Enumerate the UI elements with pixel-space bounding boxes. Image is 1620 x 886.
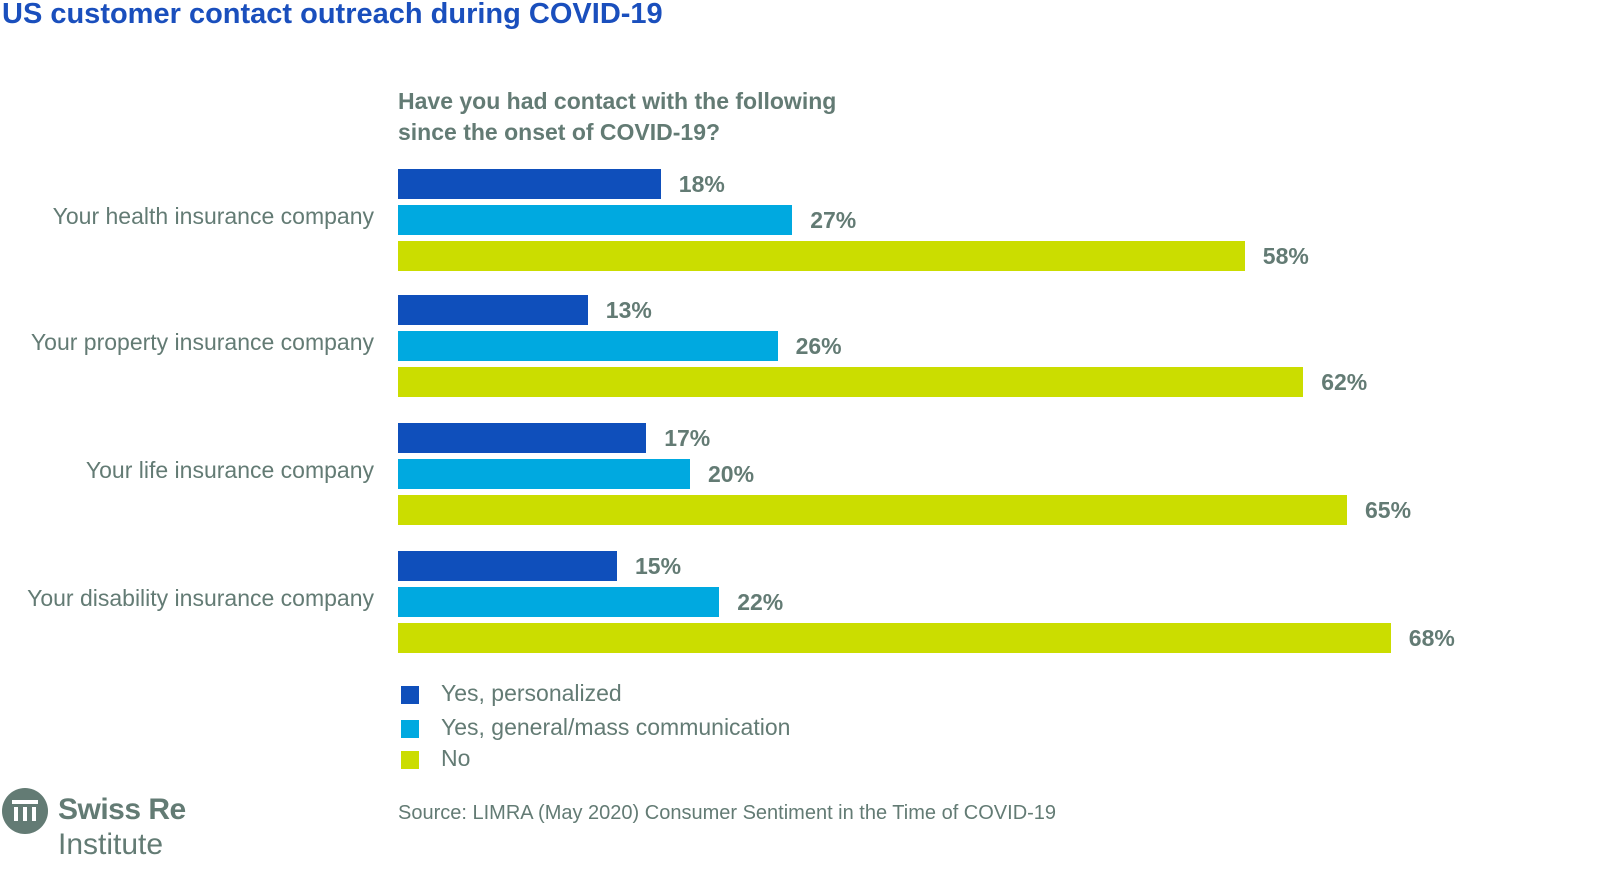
bar (398, 623, 1391, 653)
data-label: 17% (664, 425, 711, 451)
subtitle-line: since the onset of COVID-19? (398, 119, 721, 145)
data-label: 20% (708, 461, 755, 487)
data-label: 22% (737, 589, 784, 615)
subtitle-line: Have you had contact with the following (398, 88, 837, 114)
bar (398, 331, 778, 361)
legend-swatch (401, 751, 419, 769)
data-label: 15% (635, 553, 682, 579)
data-label: 26% (795, 333, 842, 359)
legend-swatch (401, 720, 419, 738)
bar (398, 587, 720, 617)
source-note: Source: LIMRA (May 2020) Consumer Sentim… (398, 802, 1057, 824)
swiss-re-logo-icon (2, 788, 48, 834)
data-label: 62% (1321, 369, 1368, 395)
bar (398, 205, 793, 235)
logo-name: Swiss Re (58, 793, 186, 826)
legend-swatch (401, 686, 419, 704)
logo-sub: Institute (58, 828, 164, 861)
category-label: Your property insurance company (30, 329, 374, 355)
chart-title: US customer contact outreach during COVI… (2, 0, 663, 30)
bar (398, 551, 617, 581)
bar (398, 367, 1304, 397)
data-label: 27% (810, 207, 857, 233)
data-label: 68% (1408, 625, 1455, 651)
data-label: 65% (1365, 497, 1412, 523)
legend-label: Yes, general/mass communication (441, 714, 791, 740)
legend-label: Yes, personalized (441, 680, 622, 706)
bar (398, 241, 1245, 271)
bar (398, 495, 1347, 525)
chart-subtitle: Have you had contact with the following … (398, 86, 836, 148)
bar (398, 295, 588, 325)
category-label: Your health insurance company (52, 203, 374, 229)
data-label: 13% (605, 297, 652, 323)
data-label: 18% (678, 171, 725, 197)
legend-label: No (441, 745, 471, 771)
data-label: 58% (1262, 243, 1309, 269)
category-label: Your disability insurance company (27, 585, 374, 611)
bar (398, 423, 647, 453)
swiss-re-logo: Swiss Re Institute (2, 788, 186, 861)
category-label: Your life insurance company (85, 457, 374, 483)
bar (398, 459, 690, 489)
bar (398, 169, 661, 199)
